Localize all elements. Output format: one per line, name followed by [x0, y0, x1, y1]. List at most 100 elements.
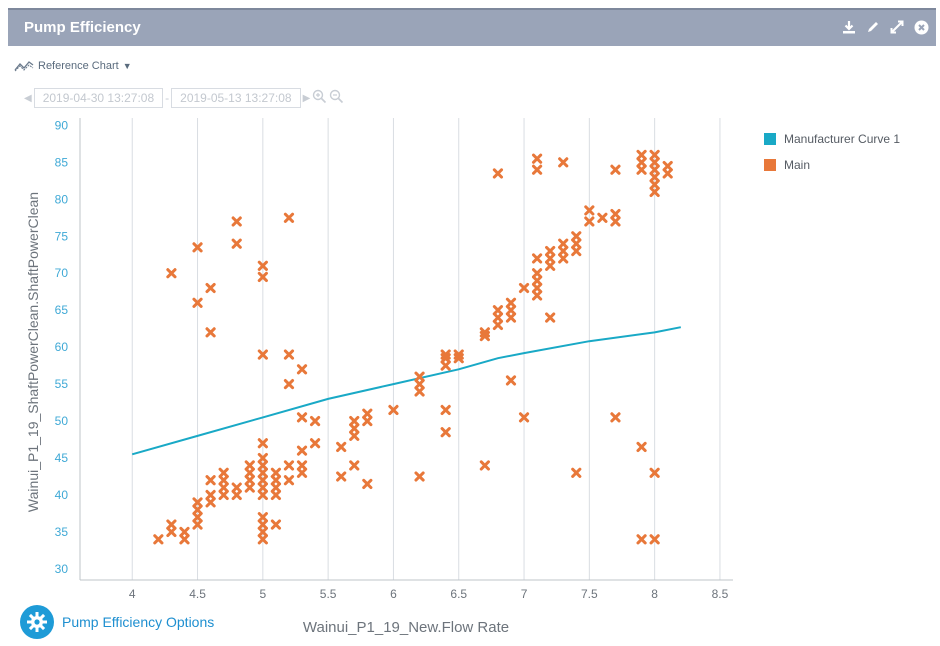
zoom-out-icon[interactable]: [329, 89, 344, 107]
main-data-point: [218, 475, 229, 486]
main-data-point: [610, 208, 621, 220]
main-data-point: [166, 519, 177, 530]
date-from-field[interactable]: 2019-04-30 13:27:08: [33, 88, 164, 108]
main-data-point: [545, 312, 556, 323]
main-data-point: [505, 375, 517, 386]
pump-efficiency-options-button[interactable]: Pump Efficiency Options: [20, 605, 214, 639]
legend-label-main: Main: [784, 158, 811, 172]
main-data-point: [283, 460, 295, 471]
main-data-point: [349, 415, 360, 427]
main-data-point: [649, 149, 660, 161]
main-data-point: [558, 157, 569, 168]
main-data-point: [205, 327, 216, 338]
main-data-point: [545, 245, 556, 257]
main-data-point: [597, 212, 608, 223]
main-data-point: [257, 460, 268, 471]
expand-icon[interactable]: [888, 18, 906, 36]
main-data-point: [662, 160, 673, 172]
reference-chart-label: Reference Chart: [38, 60, 119, 72]
main-data-point: [283, 349, 295, 360]
edit-icon[interactable]: [864, 18, 882, 36]
y-tick-label: 35: [55, 525, 69, 539]
main-data-point: [257, 475, 268, 486]
main-data-point: [505, 305, 517, 316]
main-data-point: [270, 467, 281, 478]
legend-item-manufacturer-curve[interactable]: Manufacturer Curve 1: [764, 132, 900, 146]
main-data-point: [218, 467, 229, 478]
main-data-point: [636, 441, 647, 453]
legend-item-main[interactable]: Main: [764, 158, 900, 172]
main-data-point: [610, 164, 621, 175]
main-data-point: [309, 415, 321, 427]
main-data-point: [636, 157, 647, 168]
next-arrow-icon[interactable]: ▶: [302, 92, 311, 104]
main-data-point: [296, 364, 308, 375]
main-data-point: [205, 489, 216, 501]
main-data-point: [283, 379, 295, 390]
main-data-point: [492, 319, 504, 331]
main-data-point: [257, 512, 268, 523]
date-to-field[interactable]: 2019-05-13 13:27:08: [171, 88, 301, 108]
main-data-point: [492, 305, 504, 316]
options-label: Pump Efficiency Options: [62, 614, 215, 630]
main-data-point: [532, 164, 543, 175]
main-data-point: [414, 386, 425, 397]
grid-lines: [131, 118, 721, 580]
main-data-point: [296, 460, 308, 471]
main-data-point: [153, 534, 164, 545]
y-tick-label: 55: [55, 377, 69, 391]
zoom-in-icon[interactable]: [312, 89, 327, 107]
main-data-point: [349, 430, 360, 441]
main-data-point: [205, 282, 216, 294]
main-data-point: [244, 475, 255, 486]
main-data-point: [192, 519, 203, 530]
main-data-point: [584, 205, 595, 216]
y-tick-label: 30: [55, 562, 69, 576]
legend-label-curve: Manufacturer Curve 1: [784, 132, 901, 146]
main-data-point: [362, 415, 373, 427]
main-data-point: [296, 412, 308, 423]
main-data-point: [192, 497, 203, 508]
main-data-point: [532, 268, 543, 279]
close-icon[interactable]: [912, 18, 930, 36]
main-data-point: [296, 467, 308, 478]
main-data-point: [270, 489, 281, 501]
main-data-point: [270, 519, 281, 530]
prev-arrow-icon[interactable]: ◀: [24, 92, 32, 104]
main-data-point: [558, 253, 569, 264]
main-data-point: [440, 427, 451, 438]
download-icon[interactable]: [840, 18, 858, 36]
y-tick-label: 85: [55, 155, 69, 169]
main-data-point: [636, 149, 647, 161]
y-tick-label: 65: [55, 303, 69, 317]
main-data-point: [309, 438, 321, 449]
reference-chart-dropdown[interactable]: Reference Chart ▼: [14, 60, 132, 72]
x-tick-label: 6.5: [450, 587, 467, 601]
main-data-point: [257, 452, 268, 464]
main-data-point: [257, 467, 268, 478]
y-tick-label: 70: [55, 266, 69, 280]
main-data-point: [257, 526, 268, 538]
legend-swatch-main: [764, 159, 776, 171]
main-data-point: [440, 360, 451, 371]
main-data-point: [518, 282, 530, 294]
main-data-point: [179, 534, 190, 545]
main-data-point: [571, 245, 582, 257]
main-data-point: [414, 379, 425, 390]
gear-icon: [20, 605, 54, 639]
y-tick-label: 90: [55, 118, 69, 132]
main-data-point: [414, 371, 425, 382]
main-data-point: [166, 268, 177, 279]
main-data-point: [479, 460, 490, 471]
main-data-point: [283, 212, 295, 223]
main-data-point: [257, 482, 268, 493]
main-data-point: [349, 423, 360, 434]
main-data-point: [166, 526, 177, 538]
main-data-point: [558, 238, 569, 249]
main-data-point: [558, 245, 569, 257]
main-data-point: [231, 238, 242, 249]
main-data-point: [584, 216, 595, 227]
main-data-point: [532, 253, 543, 264]
panel-title: Pump Efficiency: [24, 19, 141, 36]
